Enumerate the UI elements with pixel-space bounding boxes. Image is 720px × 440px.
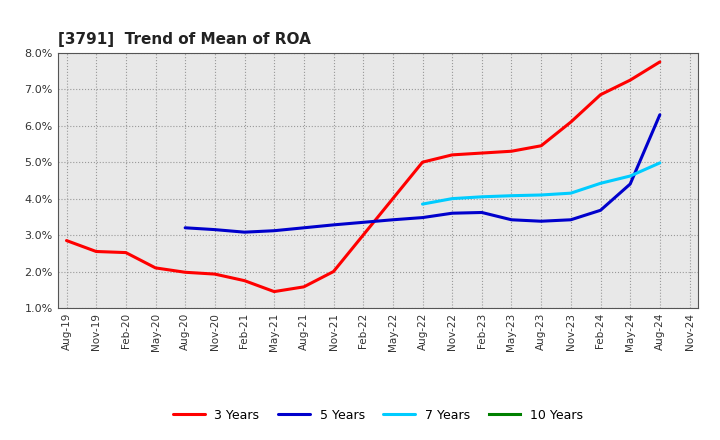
Text: [3791]  Trend of Mean of ROA: [3791] Trend of Mean of ROA [58, 33, 310, 48]
Legend: 3 Years, 5 Years, 7 Years, 10 Years: 3 Years, 5 Years, 7 Years, 10 Years [168, 403, 588, 426]
